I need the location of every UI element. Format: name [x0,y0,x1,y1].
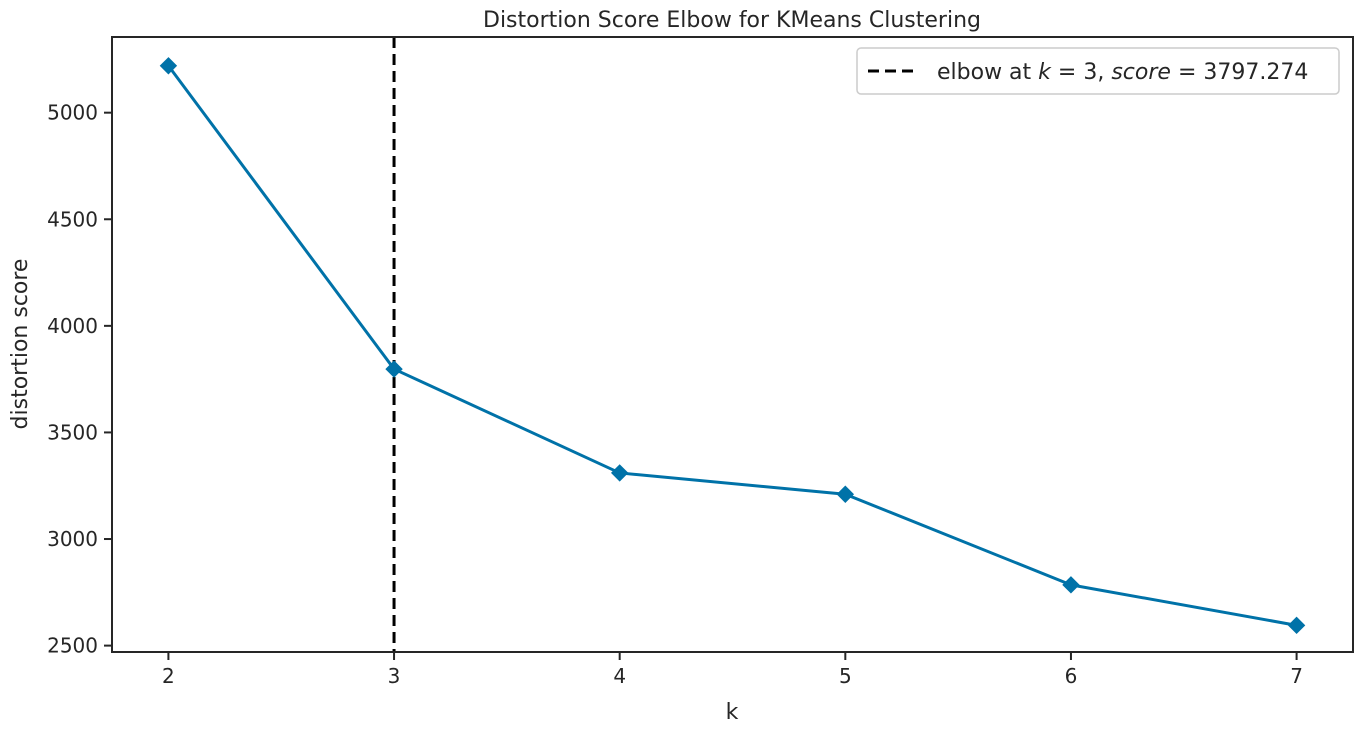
y-tick-label: 5000 [47,101,98,125]
legend-box [856,47,1340,95]
legend: elbow at k = 3, score = 3797.274 [856,47,1340,95]
legend-prefix: elbow at [937,60,1038,85]
legend-k-symbol: k [1038,60,1052,85]
y-tick-label: 3000 [47,527,98,551]
data-point-marker [836,485,855,503]
x-tick-label: 4 [613,664,626,688]
chart-title: Distortion Score Elbow for KMeans Cluste… [483,8,981,33]
plot-area-frame [111,36,1354,653]
y-tick-label: 2500 [47,634,98,658]
y-axis-ticks: 2500 3000 3500 4000 4500 5000 [47,101,112,658]
x-axis-ticks: 2 3 4 5 6 7 [162,652,1303,688]
data-point-marker [610,464,629,482]
data-point-marker [159,57,178,75]
legend-equals-2: = [1171,60,1203,85]
x-axis-label: k [726,700,739,725]
y-axis-label: distortion score [8,259,33,430]
legend-label: elbow at k = 3, score = 3797.274 [937,60,1308,85]
data-point-marker [1287,616,1306,635]
legend-k-value: 3 [1083,60,1097,85]
x-tick-label: 5 [839,664,852,688]
legend-score-value: 3797.274 [1203,60,1308,85]
x-tick-label: 2 [162,664,175,688]
y-tick-label: 4500 [47,207,98,231]
data-point-marker [385,360,403,378]
legend-equals-1: = [1051,60,1083,85]
y-tick-label: 4000 [47,314,98,338]
x-tick-label: 6 [1065,664,1078,688]
y-tick-label: 3500 [47,420,98,444]
data-point-marker [1062,576,1080,594]
distortion-series-markers [159,57,1306,635]
legend-separator: , [1097,60,1111,85]
x-tick-label: 3 [388,664,401,688]
distortion-series-line [167,64,1297,627]
x-tick-label: 7 [1290,664,1303,688]
legend-score-symbol: score [1111,60,1171,85]
